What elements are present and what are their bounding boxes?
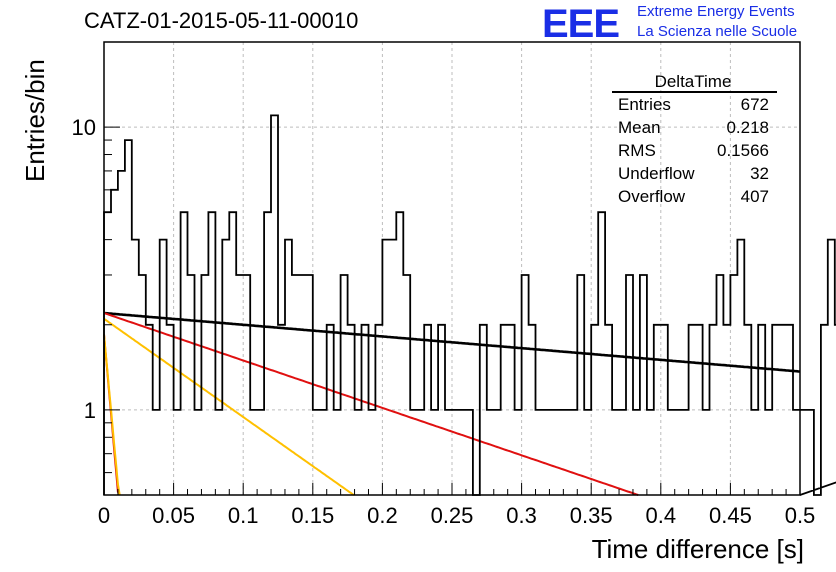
- y-tick-labels: 1 10: [72, 115, 96, 423]
- fit-curve-red-1: [103, 312, 639, 496]
- stats-title: DeltaTime: [655, 72, 732, 91]
- x-tick-label: 0.15: [291, 503, 334, 528]
- logo-subtitle-line2: La Scienza nelle Scuole: [637, 23, 798, 40]
- stats-underflow-label: Underflow: [618, 164, 695, 183]
- stats-underflow-value: 32: [750, 164, 769, 183]
- page-title: CATZ-01-2015-05-11-00010: [84, 8, 359, 33]
- stats-overflow-label: Overflow: [618, 187, 686, 206]
- fit-curves: [103, 311, 801, 496]
- stats-entries-value: 672: [741, 95, 769, 114]
- x-tick-label: 0.45: [709, 503, 752, 528]
- stats-mean-label: Mean: [618, 118, 661, 137]
- x-tick-label: 0.4: [646, 503, 677, 528]
- x-tick-labels: 0 0.05 0.1 0.15 0.2 0.25 0.3 0.35 0.4 0.45 0.5: [98, 503, 815, 528]
- eee-logo: EEE: [542, 2, 620, 46]
- x-tick-label: 0.5: [785, 503, 816, 528]
- x-tick-label: 0.1: [228, 503, 259, 528]
- histogram-outline: [103, 114, 836, 496]
- y-tick-label: 1: [84, 398, 96, 423]
- stats-overflow-value: 407: [741, 187, 769, 206]
- x-tick-label: 0.25: [431, 503, 474, 528]
- fit-curve-black-0: [103, 311, 801, 373]
- fit-curve-yellow-2: [103, 317, 355, 496]
- histogram-bars: [103, 114, 836, 496]
- axis-ticks: [103, 41, 801, 496]
- x-axis-label: Time difference [s]: [591, 534, 804, 564]
- stats-rms-value: 0.1566: [717, 141, 769, 160]
- stats-rms-label: RMS: [618, 141, 656, 160]
- stats-mean-value: 0.218: [726, 118, 769, 137]
- stats-entries-label: Entries: [618, 95, 671, 114]
- x-tick-label: 0.35: [570, 503, 613, 528]
- x-tick-label: 0.05: [152, 503, 195, 528]
- x-tick-label: 0.2: [367, 503, 398, 528]
- x-tick-label: 0.3: [506, 503, 537, 528]
- y-tick-label: 10: [72, 115, 96, 140]
- x-tick-label: 0: [98, 503, 110, 528]
- logo-subtitle-line1: Extreme Energy Events: [637, 3, 795, 20]
- fit-curve-yellow-4: [103, 334, 121, 496]
- stats-box: DeltaTime Entries 672 Mean 0.218 RMS 0.1566 Un…: [612, 72, 777, 206]
